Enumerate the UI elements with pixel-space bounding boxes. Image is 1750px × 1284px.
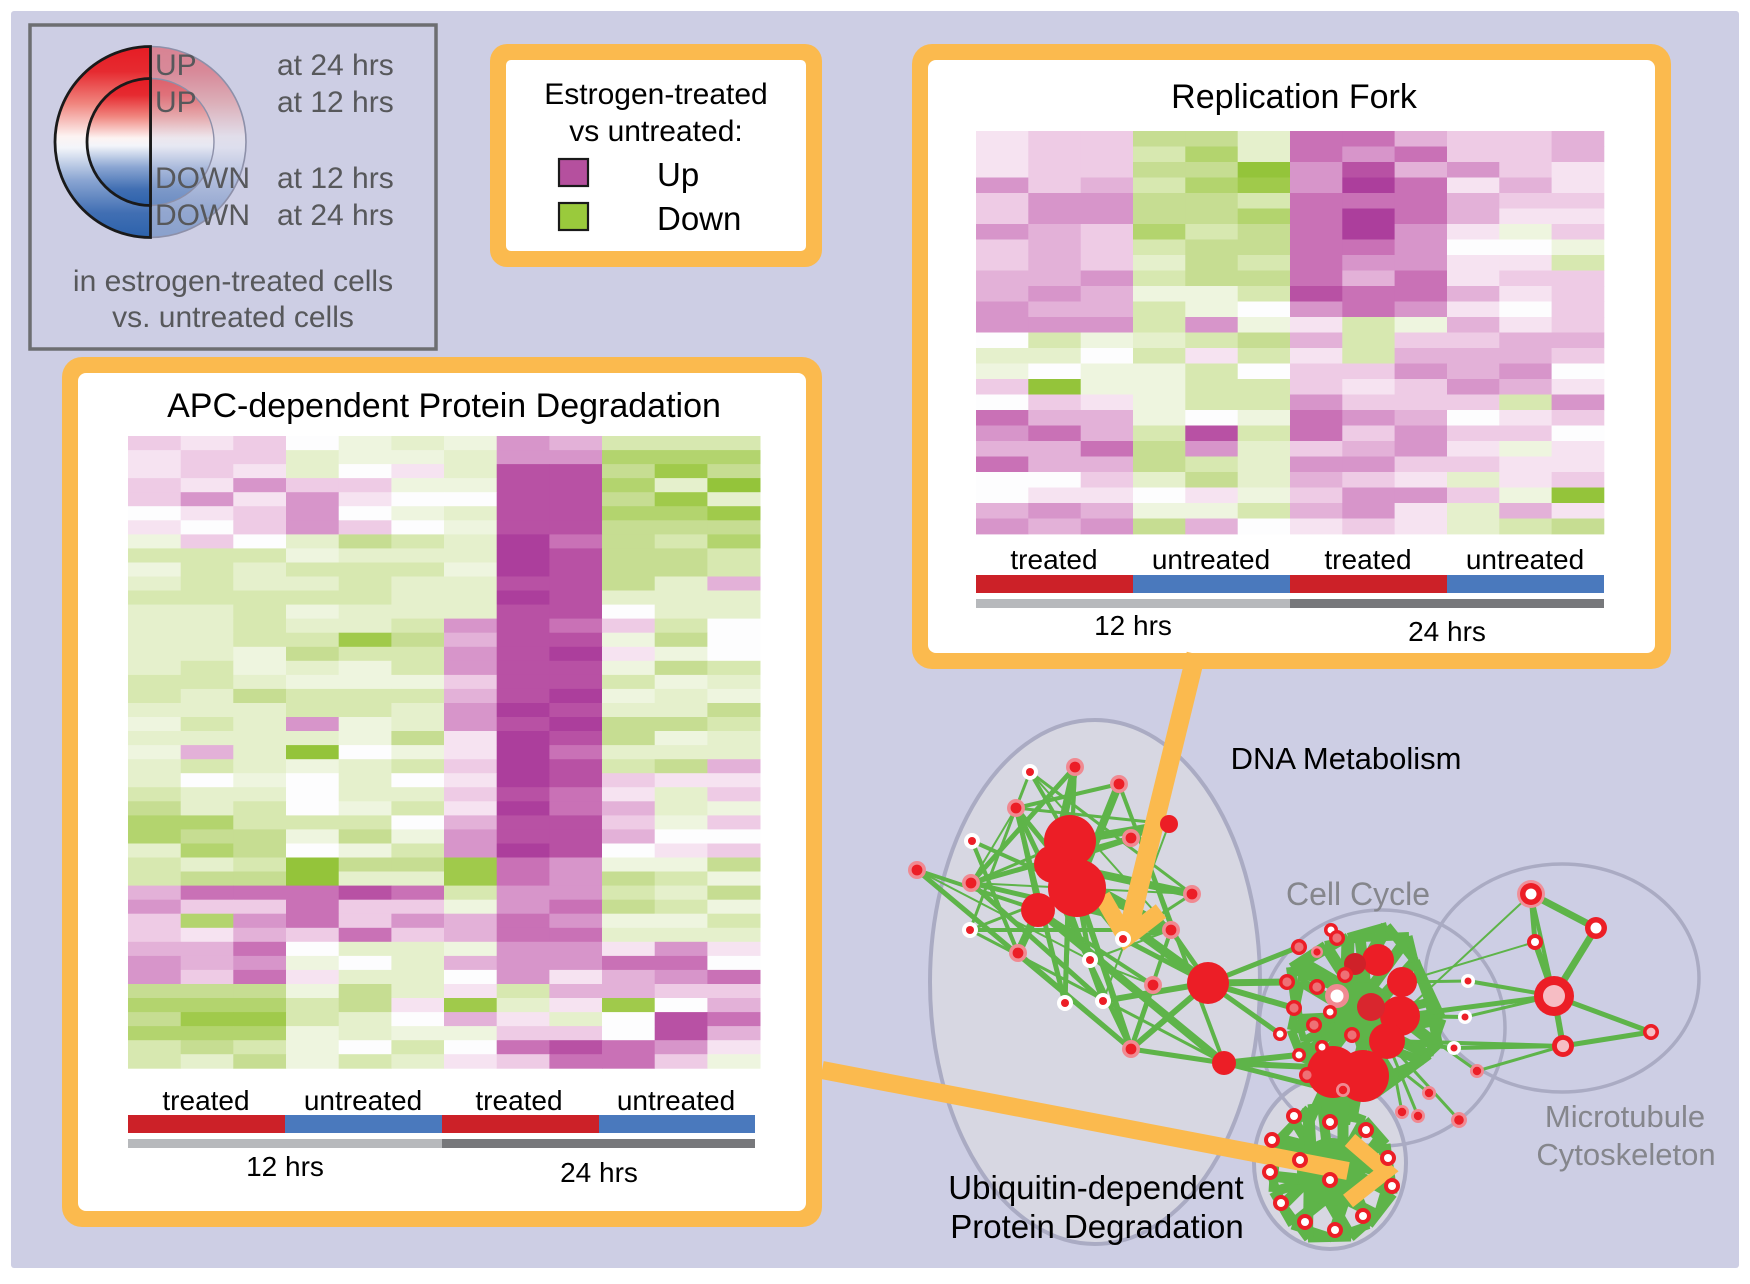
svg-text:Microtubule: Microtubule (1545, 1099, 1705, 1134)
svg-text:APC-dependent Protein Degradat: APC-dependent Protein Degradation (167, 387, 721, 425)
svg-text:at 12 hrs: at 12 hrs (277, 162, 394, 195)
svg-text:Cell Cycle: Cell Cycle (1286, 876, 1430, 912)
svg-text:12 hrs: 12 hrs (246, 1151, 324, 1182)
svg-text:DNA Metabolism: DNA Metabolism (1231, 741, 1462, 776)
svg-text:treated: treated (162, 1085, 249, 1116)
svg-text:in estrogen-treated cells: in estrogen-treated cells (73, 265, 393, 298)
svg-text:DOWN: DOWN (155, 199, 250, 232)
svg-text:UP: UP (155, 49, 197, 82)
svg-text:at 24 hrs: at 24 hrs (277, 49, 394, 82)
svg-text:treated: treated (1324, 544, 1411, 575)
svg-text:untreated: untreated (304, 1085, 422, 1116)
svg-text:untreated: untreated (1152, 544, 1270, 575)
svg-text:Protein Degradation: Protein Degradation (950, 1208, 1244, 1245)
svg-text:treated: treated (475, 1085, 562, 1116)
svg-text:Estrogen-treated: Estrogen-treated (544, 78, 767, 111)
svg-text:vs. untreated cells: vs. untreated cells (112, 301, 354, 334)
svg-text:UP: UP (155, 86, 197, 119)
svg-text:untreated: untreated (617, 1085, 735, 1116)
svg-text:untreated: untreated (1466, 544, 1584, 575)
svg-text:Up: Up (657, 156, 699, 193)
svg-text:Cytoskeleton: Cytoskeleton (1536, 1137, 1715, 1172)
svg-text:treated: treated (1010, 544, 1097, 575)
svg-text:12 hrs: 12 hrs (1094, 610, 1172, 641)
svg-text:24 hrs: 24 hrs (560, 1157, 638, 1188)
svg-text:Ubiquitin-dependent: Ubiquitin-dependent (948, 1169, 1243, 1206)
svg-text:DOWN: DOWN (155, 162, 250, 195)
svg-text:at 24 hrs: at 24 hrs (277, 199, 394, 232)
svg-text:at 12 hrs: at 12 hrs (277, 86, 394, 119)
svg-text:Replication Fork: Replication Fork (1171, 78, 1418, 116)
svg-text:24 hrs: 24 hrs (1408, 616, 1486, 647)
svg-text:vs untreated:: vs untreated: (569, 115, 742, 148)
svg-text:Down: Down (657, 200, 741, 237)
